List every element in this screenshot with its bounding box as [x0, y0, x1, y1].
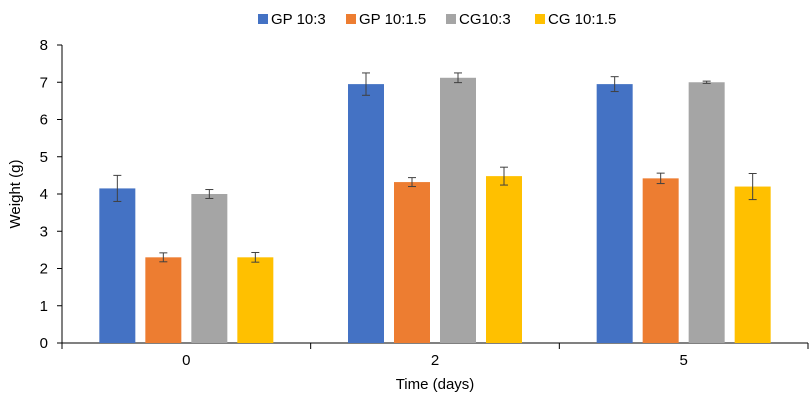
- bar: [440, 77, 476, 343]
- y-tick-label: 0: [40, 335, 48, 352]
- legend-label: GP 10:3: [271, 11, 326, 28]
- bar: [191, 194, 228, 343]
- x-axis: 0 2 5: [61, 342, 809, 369]
- legend-swatch: [346, 14, 356, 24]
- bar: [486, 176, 522, 343]
- y-tick-label: 4: [40, 186, 48, 203]
- y-tick-label: 3: [40, 223, 48, 240]
- legend-label: CG 10:1.5: [548, 11, 616, 28]
- legend-swatch: [535, 14, 545, 24]
- legend-swatch: [258, 14, 268, 24]
- x-tick-label: 2: [431, 352, 439, 369]
- y-axis: 0 1 2 3 4 5 6 7 8: [40, 37, 63, 352]
- legend: GP 10:3 GP 10:1.5 CG10:3 CG 10:1.5: [258, 11, 616, 28]
- legend-label: GP 10:1.5: [359, 11, 426, 28]
- bar: [237, 257, 274, 343]
- y-tick-label: 1: [40, 298, 48, 315]
- y-tick-label: 2: [40, 261, 48, 278]
- x-tick-label: 0: [182, 352, 190, 369]
- bar: [145, 257, 182, 343]
- x-axis-title: Time (days): [396, 376, 475, 393]
- legend-swatch: [446, 14, 456, 24]
- bar: [348, 84, 384, 344]
- bar: [394, 182, 430, 343]
- legend-label: CG10:3: [459, 11, 511, 28]
- y-tick-label: 5: [40, 149, 48, 166]
- y-tick-label: 8: [40, 37, 48, 54]
- bar: [596, 84, 633, 344]
- bar: [99, 188, 136, 343]
- bars: [99, 72, 771, 344]
- bar: [734, 186, 771, 343]
- bar: [688, 82, 725, 343]
- y-tick-label: 6: [40, 112, 48, 129]
- y-tick-label: 7: [40, 74, 48, 91]
- x-tick-label: 5: [679, 352, 687, 369]
- bar: [642, 178, 679, 343]
- y-axis-title: Weight (g): [7, 160, 24, 229]
